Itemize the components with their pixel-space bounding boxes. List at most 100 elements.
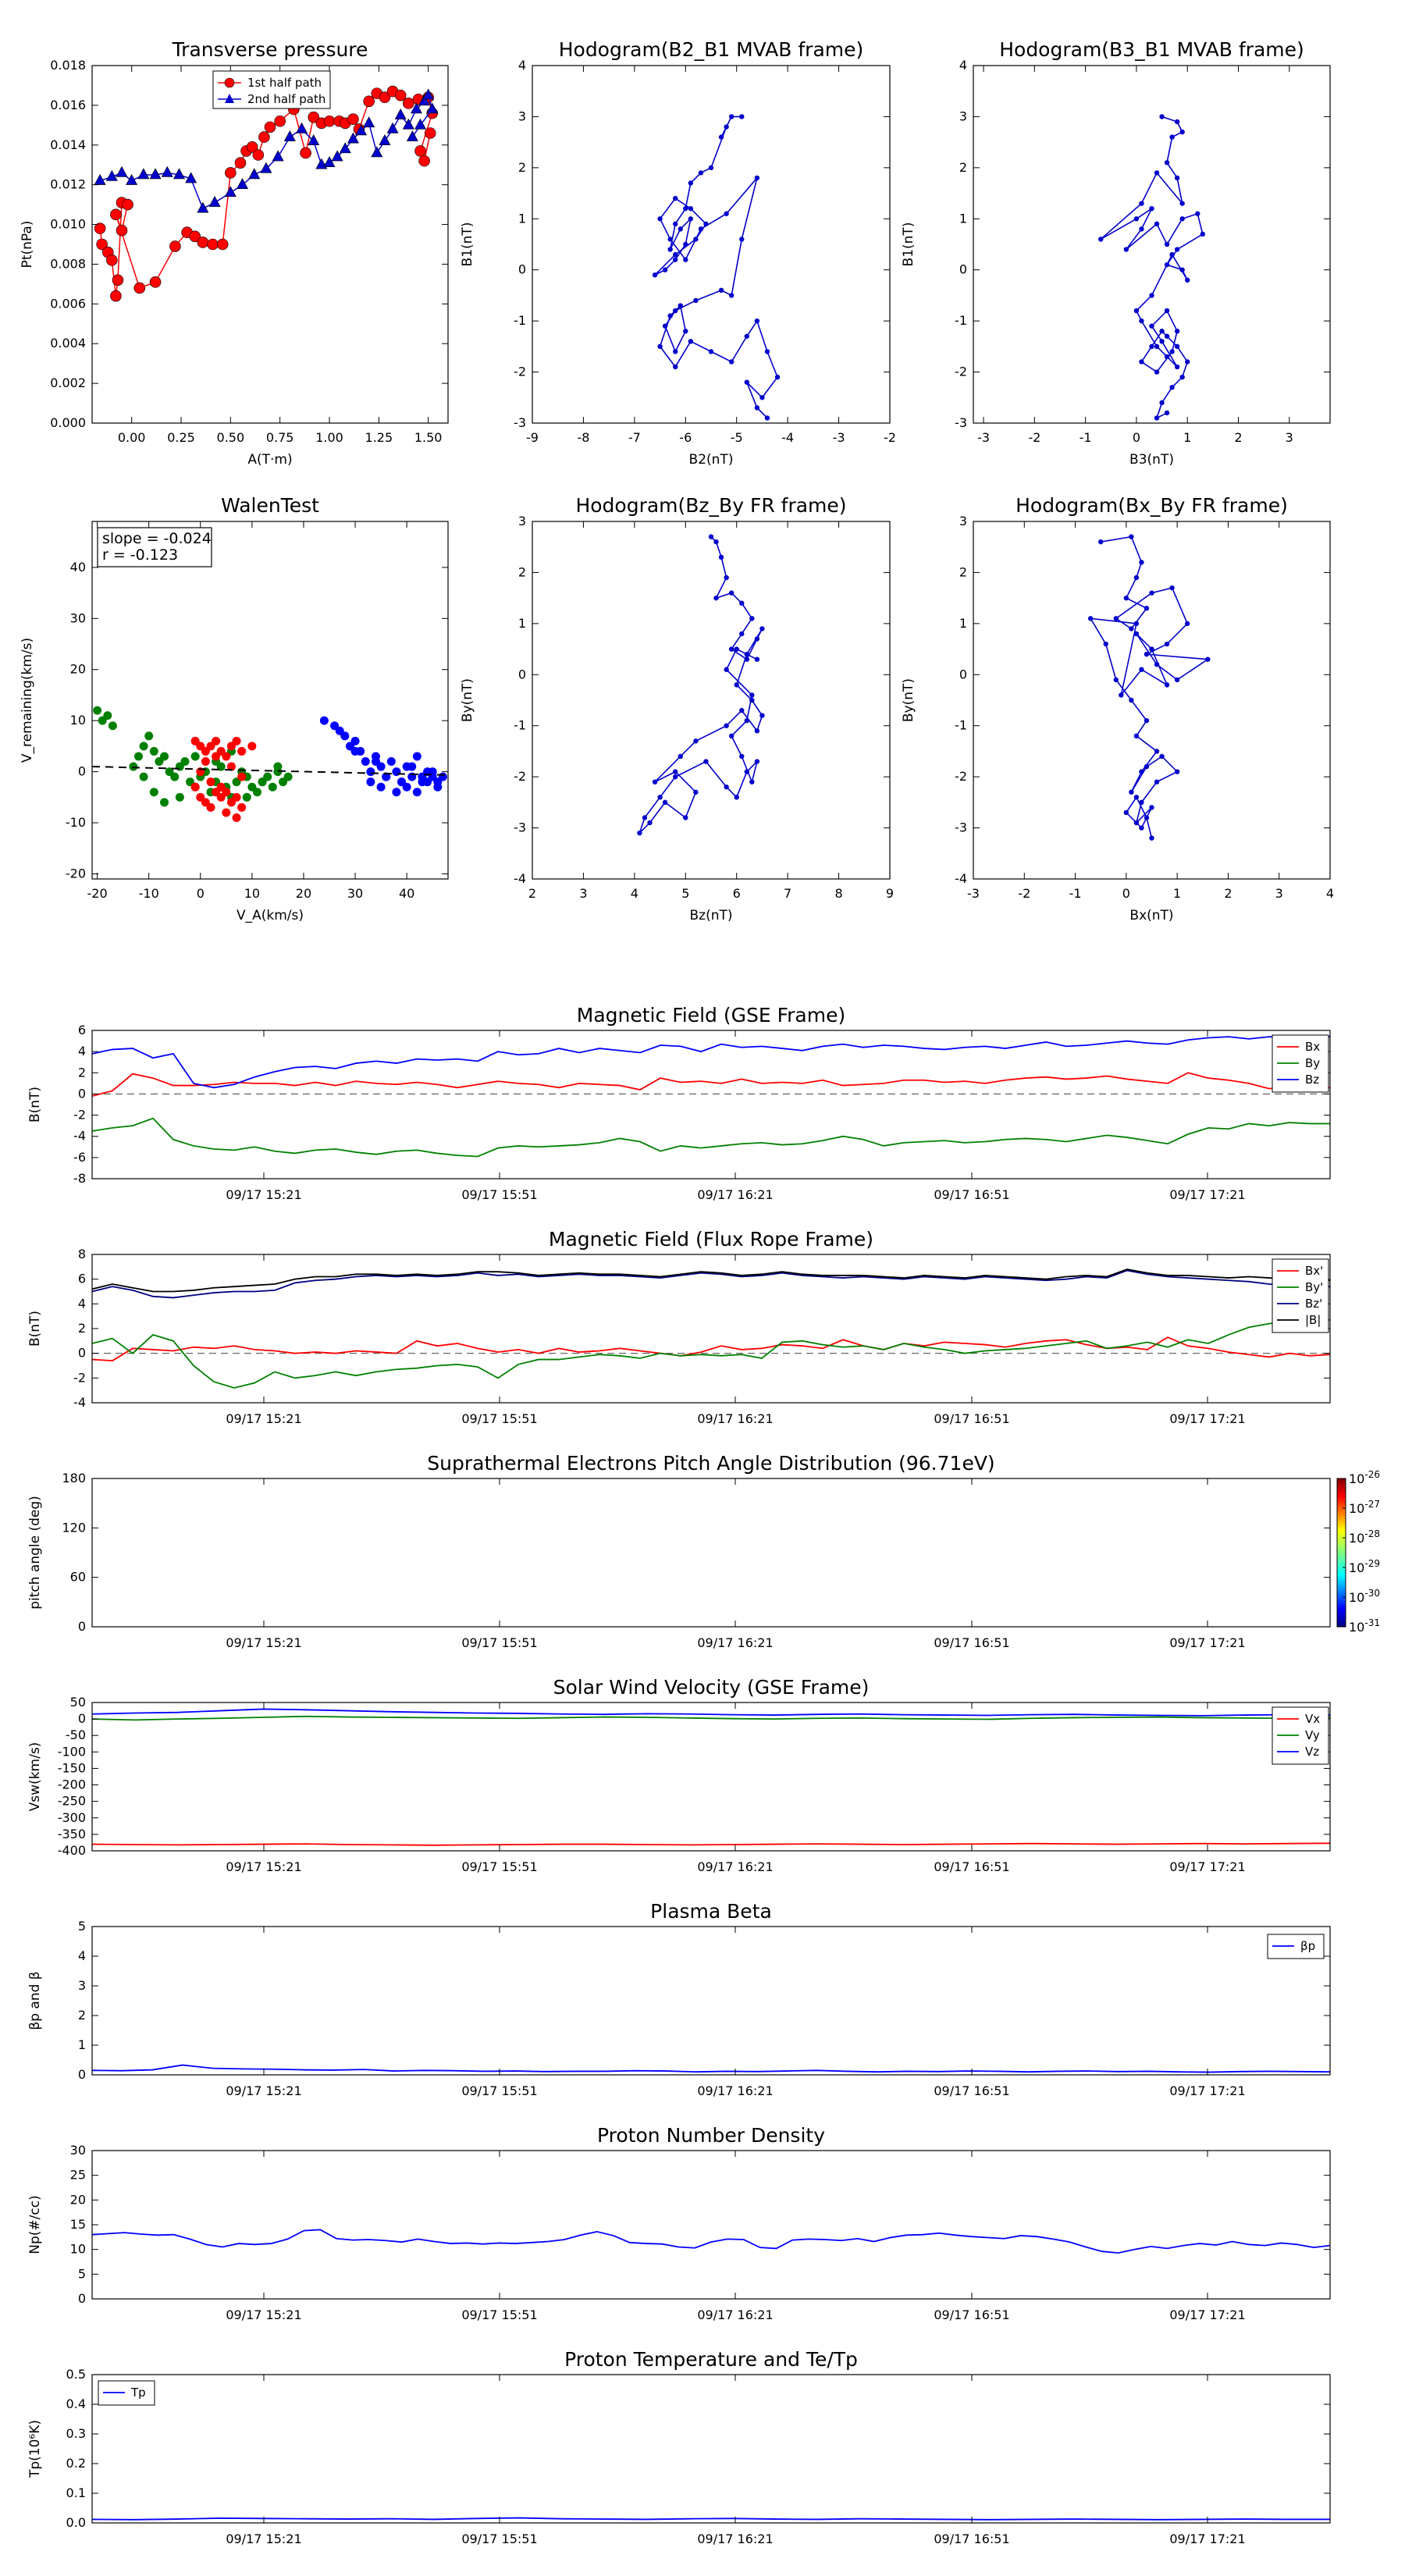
data-point (1123, 809, 1129, 816)
solar-wind-velocity-frame (91, 1702, 1331, 1852)
data-point (1133, 820, 1140, 826)
data-point (693, 297, 699, 304)
data-point (1139, 769, 1144, 774)
hodogram-path (638, 536, 763, 834)
x-tick-label: 0 (1122, 886, 1130, 901)
hodogram-path (654, 116, 778, 419)
y-tick-label: 0 (959, 262, 967, 277)
data-point (718, 554, 724, 560)
data-point (93, 706, 102, 715)
hodogram-bx-by-frame (973, 521, 1331, 880)
colorbar-label-base: 10 (1349, 1560, 1364, 1575)
y-tick-label: 2 (518, 160, 526, 175)
x-tick-label: 09/17 17:21 (1169, 2532, 1245, 2546)
x-tick-label: 30 (347, 886, 363, 901)
proton-temperature-frame (91, 2374, 1331, 2524)
data-point (1123, 595, 1129, 601)
x-tick-label: 09/17 15:51 (461, 2532, 537, 2546)
x-tick-label: 09/17 16:51 (934, 1859, 1009, 1874)
data-point (1154, 749, 1160, 754)
x-tick-label: 10 (244, 886, 260, 901)
plasma-beta-frame (91, 1926, 1331, 2076)
data-point (347, 132, 359, 144)
legend-label: Vy (1305, 1728, 1320, 1742)
data-point (749, 697, 755, 703)
chart-title: WalenTest (221, 494, 319, 517)
data-point (718, 134, 724, 140)
y-tick-label: -3 (514, 820, 526, 835)
y-tick-label: 2 (78, 1321, 86, 1336)
x-tick-label: -3 (833, 430, 845, 445)
hodogram-bz-by-panel: 2 3 4 5 6 7 8 9 -4 -3 -2 -1 0 1 2 3 Hodogram(Bz_By FR fr… (460, 494, 894, 923)
x-tick-label: 0 (197, 886, 205, 901)
pitch-angle-panel: Suprathermal Electrons Pitch Angle Distr… (27, 1452, 1380, 1650)
y-tick-label: 2 (518, 564, 526, 579)
legend-label: 2nd half path (247, 92, 325, 106)
chart-title: Suprathermal Electrons Pitch Angle Distr… (427, 1452, 994, 1475)
data-point (133, 752, 143, 761)
series-line (92, 1268, 1330, 1293)
x-tick-label: 2 (528, 886, 536, 901)
data-point (728, 733, 735, 738)
data-point (1164, 333, 1170, 339)
data-point (308, 111, 320, 123)
y-tick-label: 0.012 (50, 177, 86, 192)
chart-title: Proton Number Density (597, 2124, 825, 2147)
data-point (683, 241, 688, 247)
y-tick-label: 3 (78, 1978, 86, 1993)
x-tick-label: 1.50 (414, 430, 443, 445)
data-point (139, 772, 148, 781)
y-tick-label: -250 (58, 1794, 86, 1809)
data-point (759, 626, 765, 632)
data-point (379, 91, 391, 104)
data-point (422, 88, 435, 100)
x-tick-label: -20 (87, 886, 108, 901)
chart-title: Hodogram(B2_B1 MVAB frame) (559, 38, 864, 61)
x-tick-label: -7 (628, 430, 641, 445)
proton-density-panel: Proton Number Density Np(#/cc) 0 5 10 15 20 25 3… (27, 2124, 1331, 2322)
data-point (392, 788, 401, 797)
data-point (667, 313, 673, 318)
data-point (133, 282, 146, 294)
data-point (103, 711, 112, 720)
data-point (110, 290, 122, 302)
data-point (363, 95, 375, 108)
y-tick-label: -20 (66, 866, 86, 881)
x-tick-label: 09/17 15:21 (226, 1859, 301, 1874)
series-line (99, 94, 433, 210)
data-point (438, 772, 447, 781)
y-tick-label: -2 (73, 1370, 86, 1385)
hodogram-b3-b1-plot-area (1098, 114, 1205, 421)
data-point (713, 539, 719, 545)
data-point (744, 379, 749, 385)
data-point (363, 116, 375, 128)
series-line (92, 1269, 1330, 1299)
data-point (1159, 400, 1165, 406)
data-point (226, 762, 236, 771)
solar-wind-velocity-plot-area (92, 1708, 1330, 1846)
data-point (1174, 247, 1180, 252)
x-tick-label: 0.50 (217, 430, 245, 445)
data-point (667, 237, 673, 242)
data-point (678, 303, 683, 308)
annotation-text: r = -0.123 (102, 546, 178, 564)
data-point (734, 682, 739, 688)
data-point (1159, 753, 1165, 760)
data-point (764, 349, 770, 354)
data-point (386, 757, 396, 767)
data-point (728, 293, 735, 298)
data-point (206, 802, 215, 812)
data-point (300, 147, 311, 159)
plasma-beta-panel: Plasma Beta βp and β 0 1 2 3 4 5 09/17 15:21 09/1… (27, 1900, 1331, 2098)
data-point (296, 122, 308, 133)
y-tick-label: -150 (58, 1760, 86, 1775)
magnetic-field-fr-plot-area (92, 1268, 1330, 1389)
data-point (403, 98, 414, 109)
data-point (1129, 789, 1134, 795)
data-point (1169, 251, 1175, 258)
y-tick-label: 0.3 (66, 2426, 86, 2441)
series-line (92, 2229, 1330, 2254)
data-point (1139, 201, 1144, 206)
x-tick-label: 1 (1183, 430, 1191, 445)
data-point (1154, 170, 1160, 176)
